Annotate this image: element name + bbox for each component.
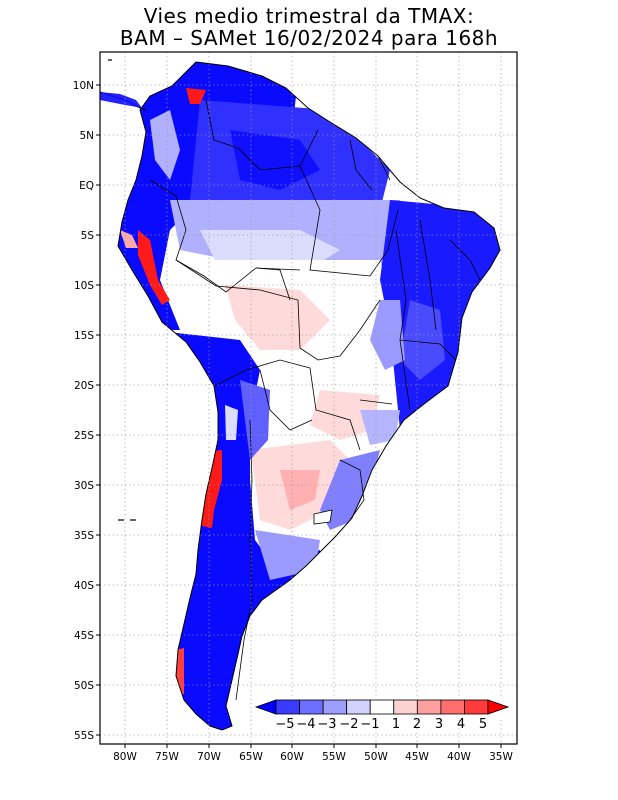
lat-label: 25S: [74, 430, 94, 442]
coastline: [117, 61, 501, 731]
lat-label: 45S: [74, 630, 94, 642]
colorbar-box: [299, 699, 324, 715]
lat-tick-marks: [96, 84, 100, 736]
map-subtitle: BAM – SAMet 16/02/2024 para 168h: [119, 26, 499, 50]
lat-label: 40S: [74, 580, 94, 592]
lon-label: 55W: [322, 751, 346, 763]
colorbar: [254, 698, 512, 720]
lon-label: 40W: [447, 751, 471, 763]
lon-label: 75W: [155, 751, 179, 763]
colorbar-label: −5: [275, 717, 294, 732]
lon-label: 80W: [113, 751, 137, 763]
colorbar-label: 4: [457, 717, 465, 732]
colorbar-label: 2: [413, 717, 421, 732]
lat-label: 55S: [74, 730, 94, 742]
lon-label: 65W: [239, 751, 263, 763]
lat-label: 20S: [74, 380, 94, 392]
colorbar-box: [393, 699, 418, 715]
lon-label: 35W: [489, 751, 513, 763]
colorbar-box: [464, 699, 489, 715]
lat-label: 30S: [74, 480, 94, 492]
colorbar-box: [369, 699, 395, 715]
colorbar-label: −1: [360, 717, 379, 732]
colorbar-box: [322, 699, 348, 715]
colorbar-box: [275, 699, 300, 715]
lat-label: 10N: [73, 80, 94, 92]
lat-label: 5N: [79, 130, 94, 142]
colorbar-label: −2: [339, 717, 358, 732]
map-frame: [99, 51, 518, 745]
lon-label: 50W: [364, 751, 388, 763]
lat-labels: 10N 5N EQ 5S 10S 15S 20S 25S 30S 35S 40S…: [73, 80, 95, 742]
lat-label: 15S: [74, 330, 94, 342]
lon-label: 45W: [405, 751, 429, 763]
country-borders: [149, 99, 481, 701]
colorbar-label: −4: [296, 717, 315, 732]
lon-labels: 80W 75W 70W 65W 60W 55W 50W 45W 40W 35W: [113, 751, 513, 763]
lat-label: 35S: [74, 530, 94, 542]
colorbar-label: 3: [435, 717, 443, 732]
lat-label: 10S: [74, 280, 94, 292]
lat-label: EQ: [79, 180, 94, 192]
lon-label: 70W: [197, 751, 221, 763]
map-title: Vies medio trimestral da TMAX:: [143, 4, 475, 28]
colorbar-label: 5: [479, 717, 487, 732]
lat-label: 5S: [81, 230, 95, 242]
colorbar-cap-right: [487, 699, 510, 715]
lat-label: 50S: [74, 680, 94, 692]
lon-label: 60W: [280, 751, 304, 763]
colorbar-box: [416, 699, 442, 715]
lon-tick-marks: [124, 744, 502, 748]
colorbar-label: −3: [317, 717, 336, 732]
colorbar-label: 1: [392, 717, 400, 732]
colorbar-box: [346, 699, 371, 715]
colorbar-box: [440, 699, 465, 715]
colorbar-labels: −5 −4 −3 −2 −1 1 2 3 4 5: [275, 717, 487, 732]
